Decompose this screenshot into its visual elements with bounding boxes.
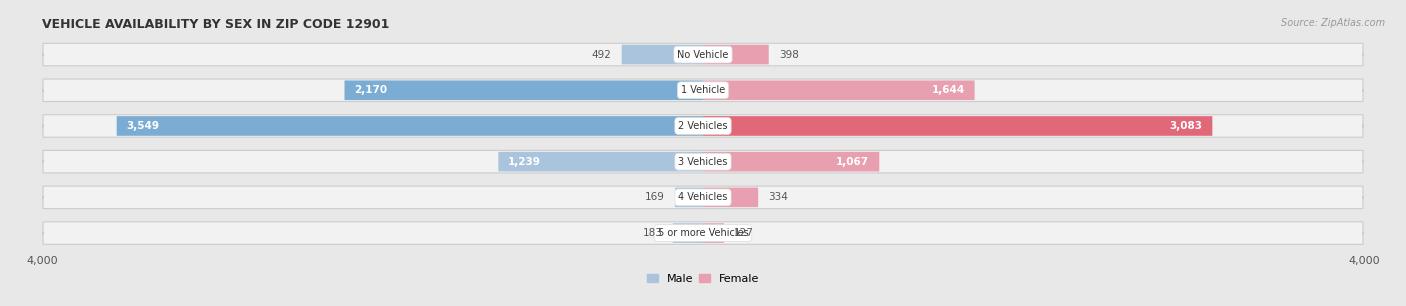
Text: 398: 398: [779, 50, 799, 60]
FancyBboxPatch shape: [117, 116, 703, 136]
FancyBboxPatch shape: [672, 223, 703, 243]
FancyBboxPatch shape: [44, 79, 1362, 102]
Text: 1,239: 1,239: [508, 157, 541, 167]
Text: 5 or more Vehicles: 5 or more Vehicles: [658, 228, 748, 238]
Legend: Male, Female: Male, Female: [647, 274, 759, 284]
FancyBboxPatch shape: [703, 80, 974, 100]
Text: 1 Vehicle: 1 Vehicle: [681, 85, 725, 95]
Text: 3 Vehicles: 3 Vehicles: [678, 157, 728, 167]
Text: 183: 183: [643, 228, 662, 238]
Text: 4 Vehicles: 4 Vehicles: [678, 192, 728, 202]
FancyBboxPatch shape: [344, 80, 703, 100]
Text: 2,170: 2,170: [354, 85, 388, 95]
FancyBboxPatch shape: [703, 223, 724, 243]
Text: 2 Vehicles: 2 Vehicles: [678, 121, 728, 131]
Text: VEHICLE AVAILABILITY BY SEX IN ZIP CODE 12901: VEHICLE AVAILABILITY BY SEX IN ZIP CODE …: [42, 18, 389, 32]
Text: 1,644: 1,644: [931, 85, 965, 95]
Text: 3,549: 3,549: [127, 121, 160, 131]
FancyBboxPatch shape: [703, 116, 1212, 136]
FancyBboxPatch shape: [703, 152, 879, 171]
Text: 3,083: 3,083: [1170, 121, 1202, 131]
Text: No Vehicle: No Vehicle: [678, 50, 728, 60]
Text: 127: 127: [734, 228, 754, 238]
FancyBboxPatch shape: [703, 45, 769, 64]
FancyBboxPatch shape: [621, 45, 703, 64]
Text: 169: 169: [645, 192, 665, 202]
FancyBboxPatch shape: [44, 115, 1362, 137]
FancyBboxPatch shape: [44, 151, 1362, 173]
Text: 1,067: 1,067: [837, 157, 869, 167]
FancyBboxPatch shape: [703, 188, 758, 207]
Text: 492: 492: [592, 50, 612, 60]
Text: Source: ZipAtlas.com: Source: ZipAtlas.com: [1281, 18, 1385, 28]
Text: 334: 334: [768, 192, 787, 202]
FancyBboxPatch shape: [675, 188, 703, 207]
FancyBboxPatch shape: [498, 152, 703, 171]
FancyBboxPatch shape: [44, 43, 1362, 66]
FancyBboxPatch shape: [44, 222, 1362, 244]
FancyBboxPatch shape: [44, 186, 1362, 209]
